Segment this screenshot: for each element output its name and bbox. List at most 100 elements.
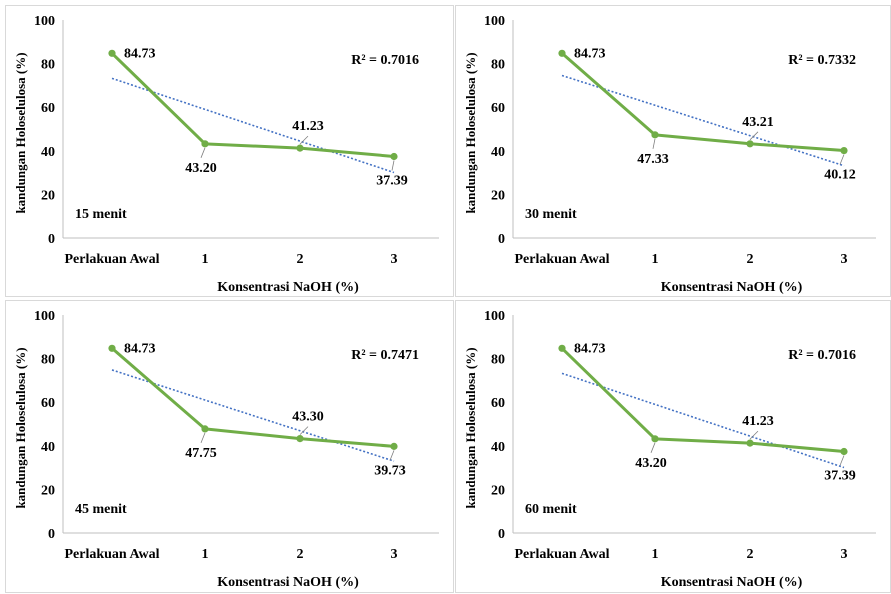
x-axis-title: Konsentrasi NaOH (%) [217, 575, 359, 590]
data-label-leader [839, 154, 845, 165]
series-line [111, 347, 395, 448]
data-label-leader [389, 450, 395, 461]
x-tick-label: Perlakuan Awal [514, 252, 609, 267]
time-label: 60 menit [525, 502, 577, 517]
data-point [390, 442, 398, 450]
chart-svg: 0 20 40 60 80 100 Perlakuan Awal 1 2 3 Konsentrasi… [13, 309, 439, 590]
data-label: 84.73 [574, 46, 606, 61]
x-tick-label: 2 [747, 252, 754, 267]
r-squared-label: R² = 0.7016 [788, 348, 856, 363]
y-tick-label: 80 [491, 353, 505, 368]
data-point [296, 144, 304, 152]
time-label: 30 menit [525, 207, 577, 222]
data-label-leader [652, 138, 656, 149]
data-point [651, 131, 659, 139]
r-squared-label: R² = 0.7471 [351, 348, 419, 363]
y-tick-label: 40 [41, 440, 55, 455]
x-tick-label: 3 [841, 547, 848, 562]
y-tick-label: 80 [41, 58, 55, 73]
data-label-leader [391, 160, 395, 171]
trendline [561, 372, 845, 469]
x-tick-label: 2 [297, 547, 304, 562]
data-label-leader [200, 147, 206, 158]
y-tick-label: 0 [498, 527, 505, 542]
data-label: 40.12 [824, 168, 856, 183]
data-label: 43.20 [635, 456, 667, 471]
data-label: 43.21 [742, 115, 774, 130]
data-label: 47.33 [637, 152, 669, 167]
chart-panel-1: 0 20 40 60 80 100 Perlakuan Awal 1 2 3 Konsentrasi… [5, 5, 454, 297]
data-label: 41.23 [292, 119, 324, 134]
y-tick-label: 0 [48, 527, 55, 542]
data-label-leader [299, 426, 309, 435]
time-label: 45 menit [75, 502, 127, 517]
trendline [111, 369, 395, 462]
y-tick-label: 100 [34, 14, 55, 29]
x-tick-label: 2 [747, 547, 754, 562]
y-tick-label: 40 [491, 440, 505, 455]
data-point [108, 49, 116, 57]
data-label-leader [650, 442, 656, 453]
y-tick-label: 20 [491, 188, 505, 203]
y-tick-label: 60 [41, 396, 55, 411]
y-tick-label: 0 [48, 232, 55, 247]
data-point [296, 435, 304, 443]
y-tick-label: 60 [491, 396, 505, 411]
x-axis-title: Konsentrasi NaOH (%) [661, 280, 803, 295]
series-line [560, 347, 845, 453]
x-tick-label: 2 [297, 252, 304, 267]
y-axis-title: kandungan Holoselulosa (%) [13, 52, 28, 213]
r-squared-label: R² = 0.7332 [788, 53, 856, 68]
chart-panel-2: 0 20 40 60 80 100 Perlakuan Awal 1 2 3 Konsentrasi… [455, 5, 891, 297]
x-tick-label: Perlakuan Awal [514, 547, 609, 562]
trendline [111, 77, 395, 174]
data-label-leader [299, 135, 309, 145]
y-axis-title: kandungan Holoselulosa (%) [463, 52, 478, 213]
series-line [561, 52, 845, 153]
data-point [108, 344, 116, 352]
y-tick-label: 100 [484, 309, 505, 324]
trendline [561, 74, 845, 167]
data-point [390, 152, 398, 161]
x-tick-label: Perlakuan Awal [64, 547, 159, 562]
x-tick-label: 3 [391, 252, 398, 267]
x-axis-title: Konsentrasi NaOH (%) [661, 575, 803, 590]
data-point [746, 140, 754, 148]
data-label: 84.73 [124, 46, 156, 61]
chart-svg: 0 20 40 60 80 100 Perlakuan Awal 1 2 3 Konsentrasi… [463, 14, 876, 295]
data-label-leader [749, 131, 759, 141]
y-tick-label: 60 [491, 101, 505, 116]
chart-svg: 0 20 40 60 80 100 Perlakuan Awal 1 2 3 Konsentrasi… [13, 14, 439, 295]
x-tick-label: 1 [202, 547, 209, 562]
chart-svg: 0 20 40 60 80 100 Perlakuan Awal 1 2 3 Konsentrasi… [463, 309, 876, 590]
x-axis-title: Konsentrasi NaOH (%) [217, 280, 359, 295]
data-point [558, 49, 566, 57]
y-tick-label: 20 [41, 188, 55, 203]
chart-panel-3: 0 20 40 60 80 100 Perlakuan Awal 1 2 3 Konsentrasi… [5, 300, 454, 593]
data-label-leader [839, 455, 845, 466]
data-label: 84.73 [574, 341, 606, 356]
y-tick-label: 60 [41, 101, 55, 116]
y-tick-label: 40 [41, 145, 55, 160]
chart-panel-4: 0 20 40 60 80 100 Perlakuan Awal 1 2 3 Konsentrasi… [455, 300, 891, 593]
y-tick-label: 80 [491, 58, 505, 73]
y-axis-title: kandungan Holoselulosa (%) [13, 347, 28, 508]
y-tick-label: 20 [41, 483, 55, 498]
data-label: 37.39 [824, 468, 856, 483]
data-label: 41.23 [742, 414, 774, 429]
r-squared-label: R² = 0.7016 [351, 53, 419, 68]
x-tick-label: 1 [652, 547, 659, 562]
data-point [558, 344, 566, 352]
y-axis-title: kandungan Holoselulosa (%) [463, 347, 478, 508]
data-point [651, 435, 659, 443]
data-point [201, 140, 209, 148]
data-label-leader [749, 430, 759, 440]
data-label: 39.73 [374, 463, 406, 478]
data-label: 47.75 [185, 446, 217, 461]
x-tick-label: 1 [202, 252, 209, 267]
data-label: 43.30 [292, 410, 324, 425]
data-label: 37.39 [376, 173, 408, 188]
data-label: 43.20 [185, 161, 217, 176]
x-tick-label: 3 [841, 252, 848, 267]
y-tick-label: 40 [491, 145, 505, 160]
